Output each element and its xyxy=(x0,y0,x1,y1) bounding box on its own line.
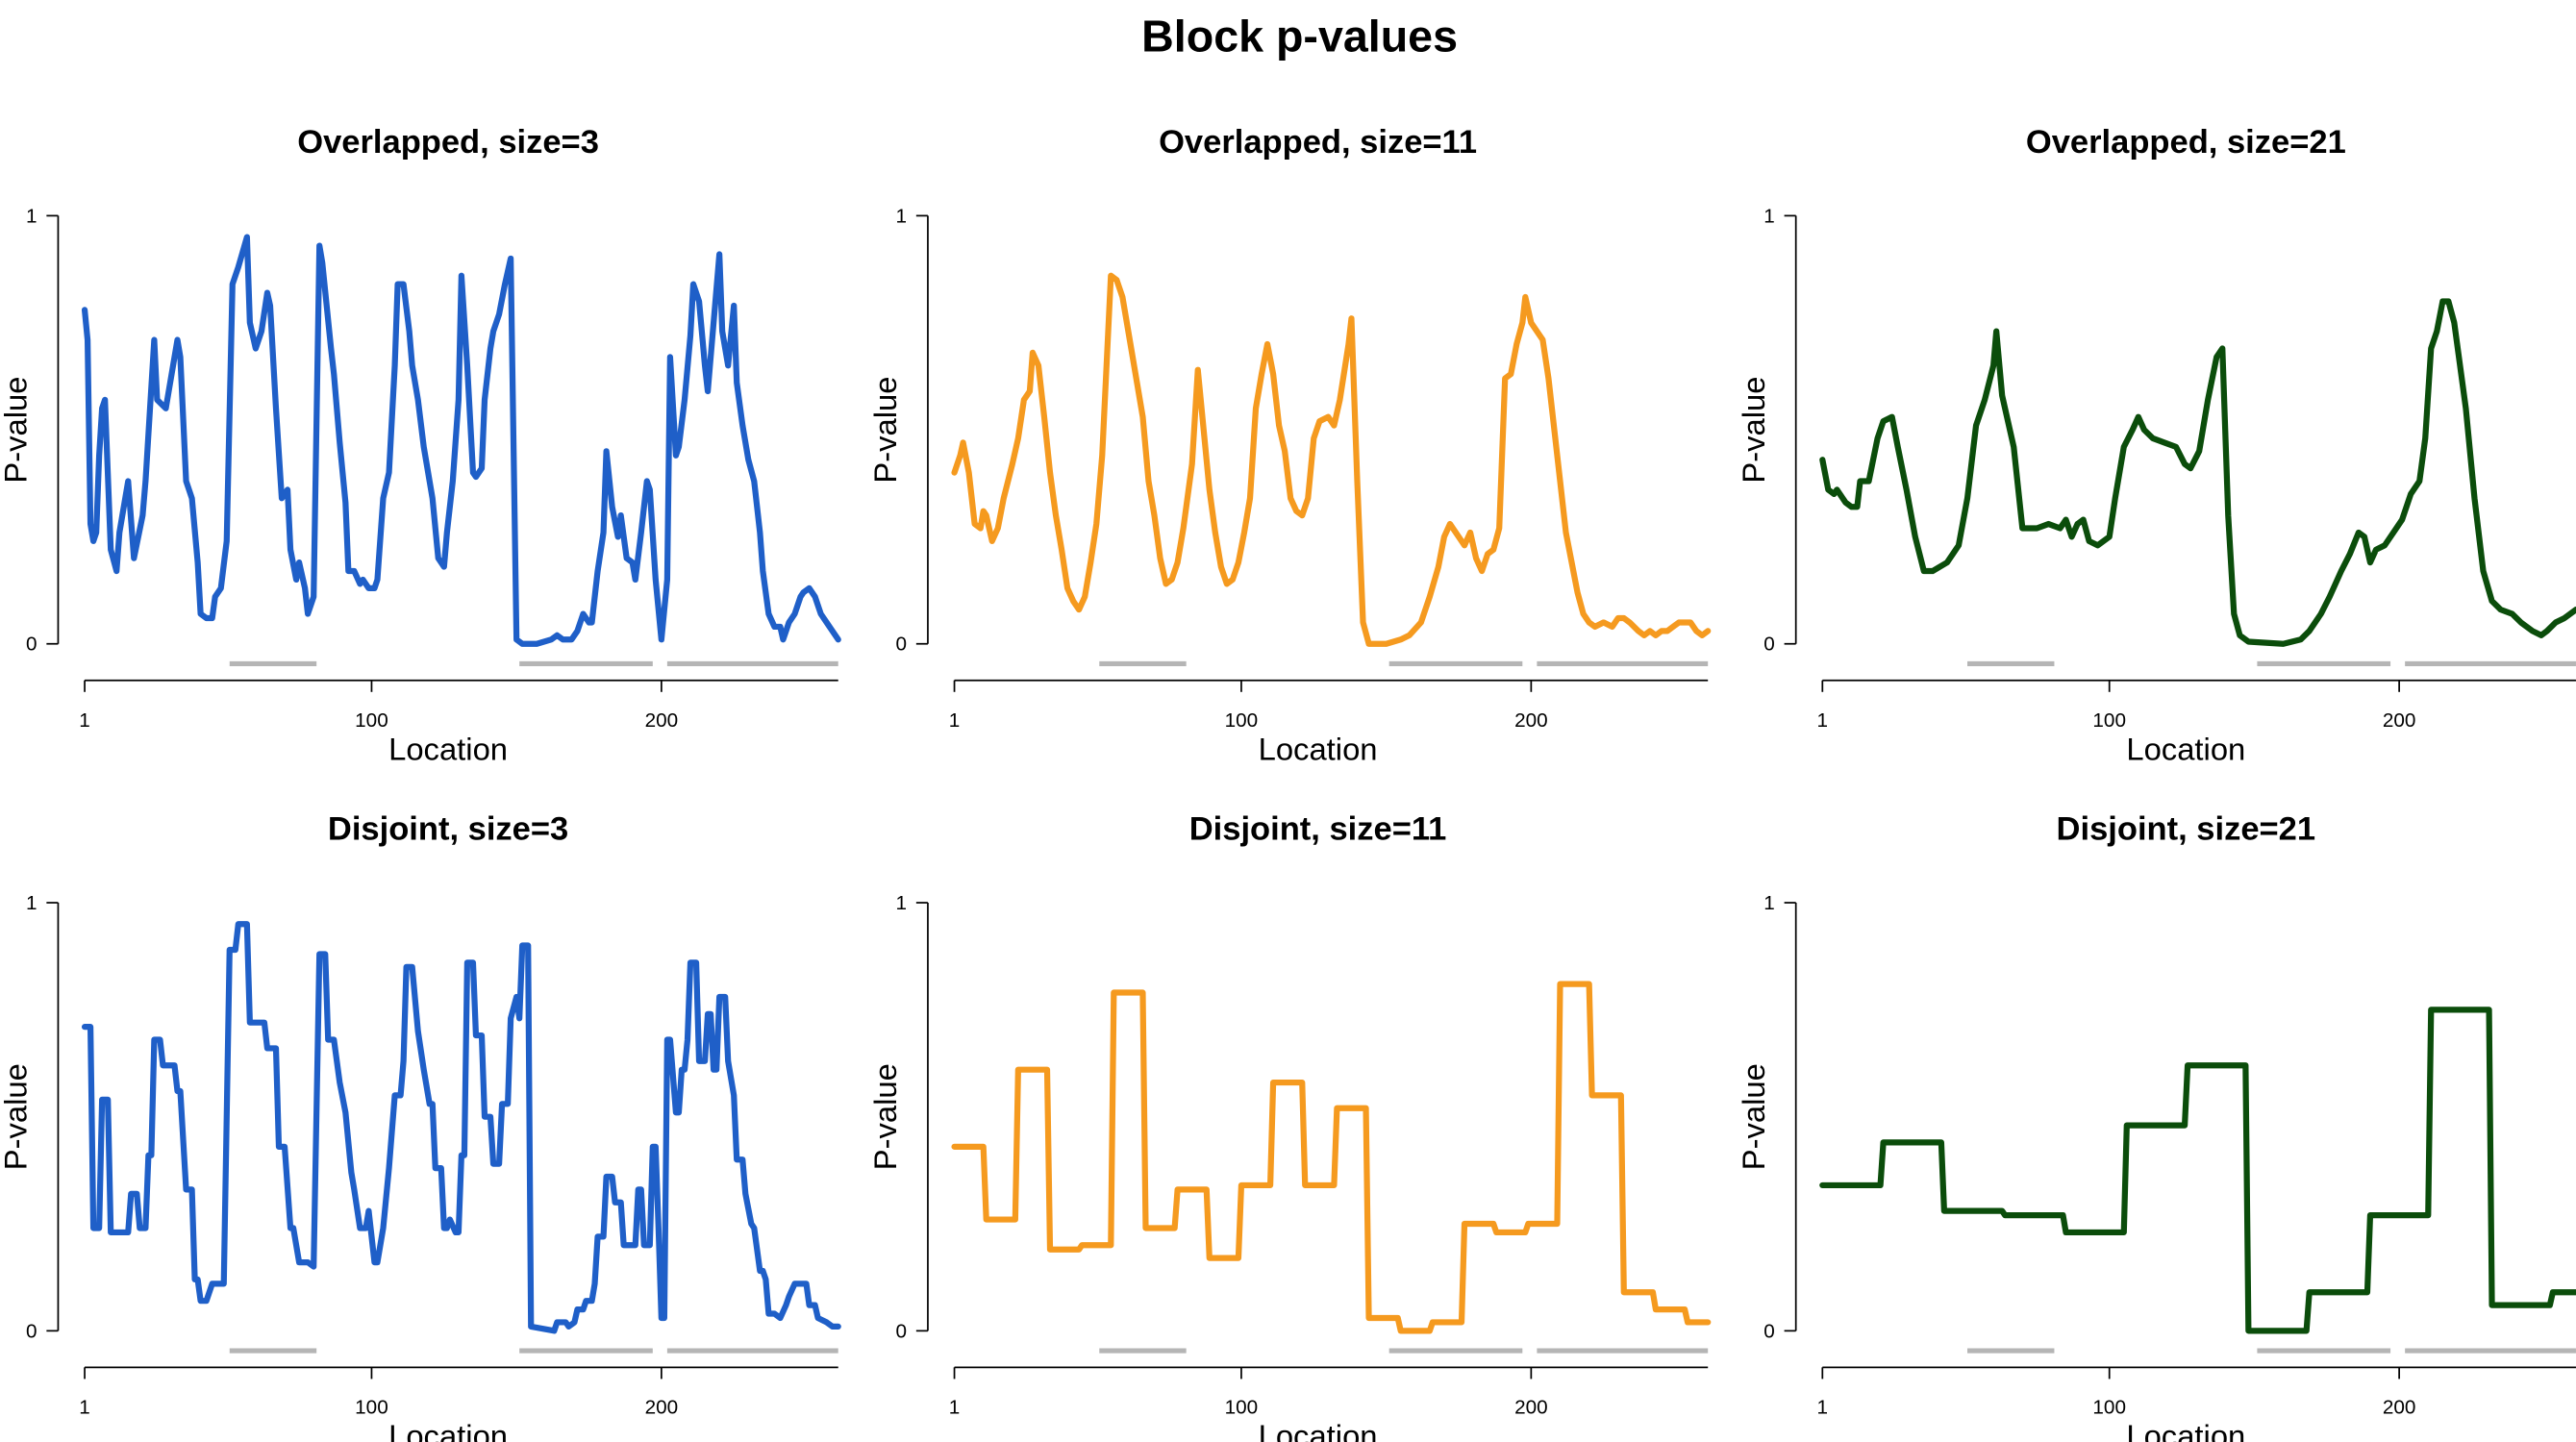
x-tick-label: 100 xyxy=(2092,709,2126,732)
y-axis-label: P-value xyxy=(0,1063,34,1170)
x-axis-label: Location xyxy=(1259,732,1378,767)
panel-title: Overlapped, size=3 xyxy=(297,124,599,161)
x-tick-label: 200 xyxy=(1514,709,1548,732)
x-tick-label: 100 xyxy=(1225,1397,1259,1419)
panel-title: Overlapped, size=11 xyxy=(1159,124,1477,161)
data-line xyxy=(1819,1007,2576,1334)
x-tick-label: 200 xyxy=(2383,709,2416,732)
data-line xyxy=(1819,298,2576,647)
y-tick-label: 1 xyxy=(896,892,908,914)
y-tick-label: 0 xyxy=(26,1320,38,1342)
x-tick-label: 1 xyxy=(79,1397,90,1419)
x-tick-label: 200 xyxy=(1514,1397,1548,1419)
x-axis-label: Location xyxy=(388,1418,508,1442)
data-line xyxy=(951,272,1712,647)
y-axis-label: P-value xyxy=(0,376,34,483)
x-axis-label: Location xyxy=(1259,1418,1378,1442)
data-line xyxy=(951,981,1712,1334)
x-tick-label: 1 xyxy=(1817,1397,1829,1419)
y-tick-label: 1 xyxy=(1763,205,1775,227)
y-tick-label: 0 xyxy=(1763,634,1775,656)
y-axis-label: P-value xyxy=(1736,1063,1771,1170)
panel-title: Disjoint, size=21 xyxy=(2057,810,2316,847)
y-tick-label: 1 xyxy=(26,892,38,914)
x-axis-label: Location xyxy=(2126,1418,2245,1442)
y-tick-label: 1 xyxy=(26,205,38,227)
panel-title: Disjoint, size=3 xyxy=(328,810,568,847)
x-axis-label: Location xyxy=(2126,732,2245,767)
x-axis-label: Location xyxy=(388,732,508,767)
x-tick-label: 200 xyxy=(645,709,679,732)
x-tick-label: 1 xyxy=(949,1397,961,1419)
y-axis-label: P-value xyxy=(867,1063,903,1170)
y-tick-label: 1 xyxy=(1763,892,1775,914)
x-tick-label: 1 xyxy=(949,709,961,732)
x-tick-label: 1 xyxy=(79,709,90,732)
x-tick-label: 100 xyxy=(355,1397,388,1419)
x-tick-label: 200 xyxy=(645,1397,679,1419)
y-axis-label: P-value xyxy=(1736,376,1771,483)
panel-title: Overlapped, size=21 xyxy=(2026,124,2346,161)
y-axis-label: P-value xyxy=(867,376,903,483)
y-tick-label: 0 xyxy=(1763,1320,1775,1342)
x-tick-label: 1 xyxy=(1817,709,1829,732)
x-tick-label: 100 xyxy=(2092,1397,2126,1419)
y-tick-label: 0 xyxy=(896,634,908,656)
data-line xyxy=(81,921,841,1334)
figure-title: Block p-values xyxy=(1141,12,1458,62)
x-tick-label: 100 xyxy=(355,709,388,732)
y-tick-label: 0 xyxy=(26,634,38,656)
x-tick-label: 100 xyxy=(1225,709,1259,732)
x-tick-label: 200 xyxy=(2383,1397,2416,1419)
data-line xyxy=(81,234,841,647)
y-tick-label: 0 xyxy=(896,1320,908,1342)
panel-title: Disjoint, size=11 xyxy=(1189,810,1447,847)
y-tick-label: 1 xyxy=(896,205,908,227)
